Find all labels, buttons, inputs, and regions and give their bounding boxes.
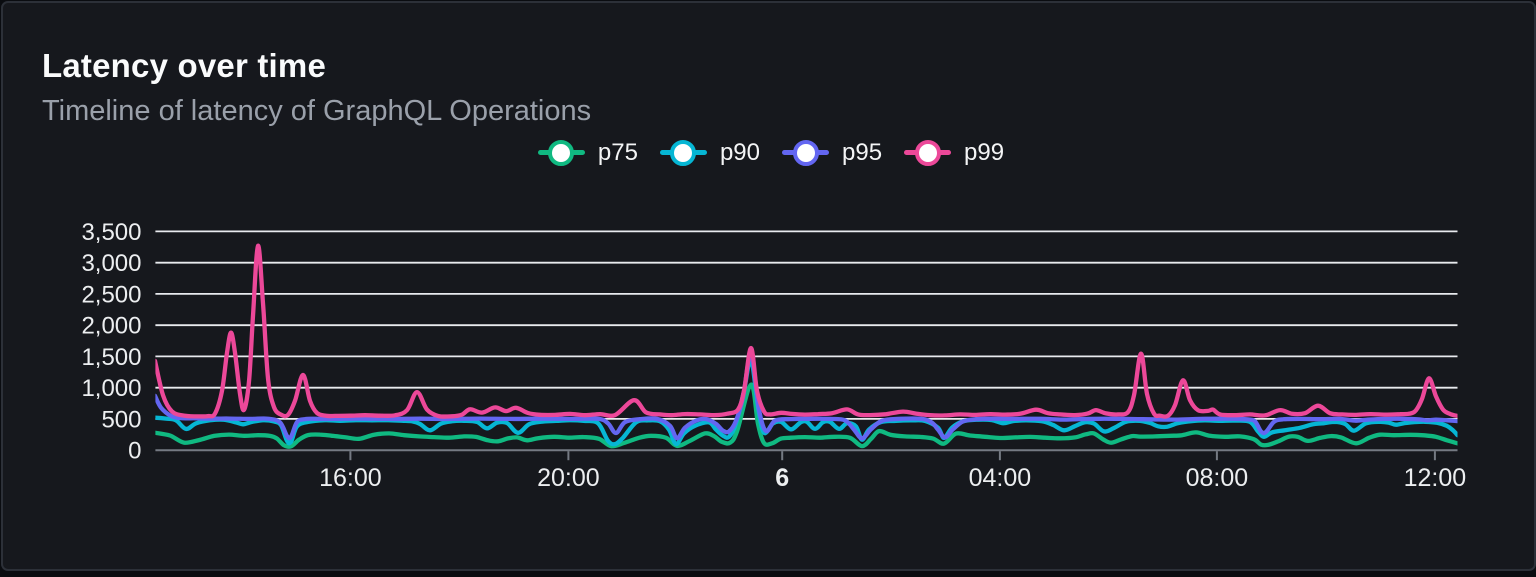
svg-text:2,500: 2,500 (81, 281, 141, 308)
svg-text:0: 0 (128, 438, 141, 465)
svg-text:6: 6 (775, 464, 789, 492)
svg-text:1,000: 1,000 (81, 375, 141, 402)
svg-text:08:00: 08:00 (1186, 464, 1249, 492)
svg-text:500: 500 (101, 406, 141, 433)
svg-text:1,500: 1,500 (81, 344, 141, 371)
svg-text:3,500: 3,500 (81, 219, 141, 246)
svg-text:16:00: 16:00 (319, 464, 382, 492)
svg-text:3,000: 3,000 (81, 250, 141, 277)
svg-text:20:00: 20:00 (537, 464, 600, 492)
svg-text:04:00: 04:00 (969, 464, 1032, 492)
svg-text:2,000: 2,000 (81, 313, 141, 340)
svg-text:12:00: 12:00 (1404, 464, 1467, 492)
